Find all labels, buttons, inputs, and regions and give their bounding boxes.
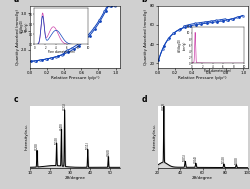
Text: (040): (040) [59, 122, 63, 130]
Text: (004): (004) [194, 155, 198, 163]
X-axis label: 2θ/degree: 2θ/degree [64, 176, 86, 180]
X-axis label: Relative Pressure (p/p°): Relative Pressure (p/p°) [178, 76, 227, 80]
Text: (002): (002) [162, 102, 166, 110]
Y-axis label: Intensity/a.u.: Intensity/a.u. [24, 124, 28, 150]
Text: (110): (110) [222, 155, 226, 163]
Y-axis label: Quantity Adsorbed (mmol/g): Quantity Adsorbed (mmol/g) [16, 9, 20, 65]
Text: a: a [14, 0, 19, 4]
Y-axis label: Intensity/a.u.: Intensity/a.u. [152, 124, 156, 150]
Text: (100): (100) [234, 156, 238, 164]
Text: (111): (111) [86, 141, 90, 149]
Text: (101): (101) [183, 153, 187, 161]
Text: (020): (020) [35, 142, 39, 150]
Text: (060): (060) [106, 148, 110, 156]
Text: c: c [14, 95, 18, 105]
Text: d: d [142, 95, 147, 105]
X-axis label: Relative Pressure (p/p°): Relative Pressure (p/p°) [51, 76, 99, 80]
X-axis label: 2θ/degree: 2θ/degree [192, 176, 213, 180]
Text: (110): (110) [54, 136, 58, 144]
Text: b: b [142, 0, 147, 4]
Y-axis label: Quantity Adsorbed (mmol/g): Quantity Adsorbed (mmol/g) [144, 9, 148, 65]
Text: (021): (021) [62, 102, 66, 110]
